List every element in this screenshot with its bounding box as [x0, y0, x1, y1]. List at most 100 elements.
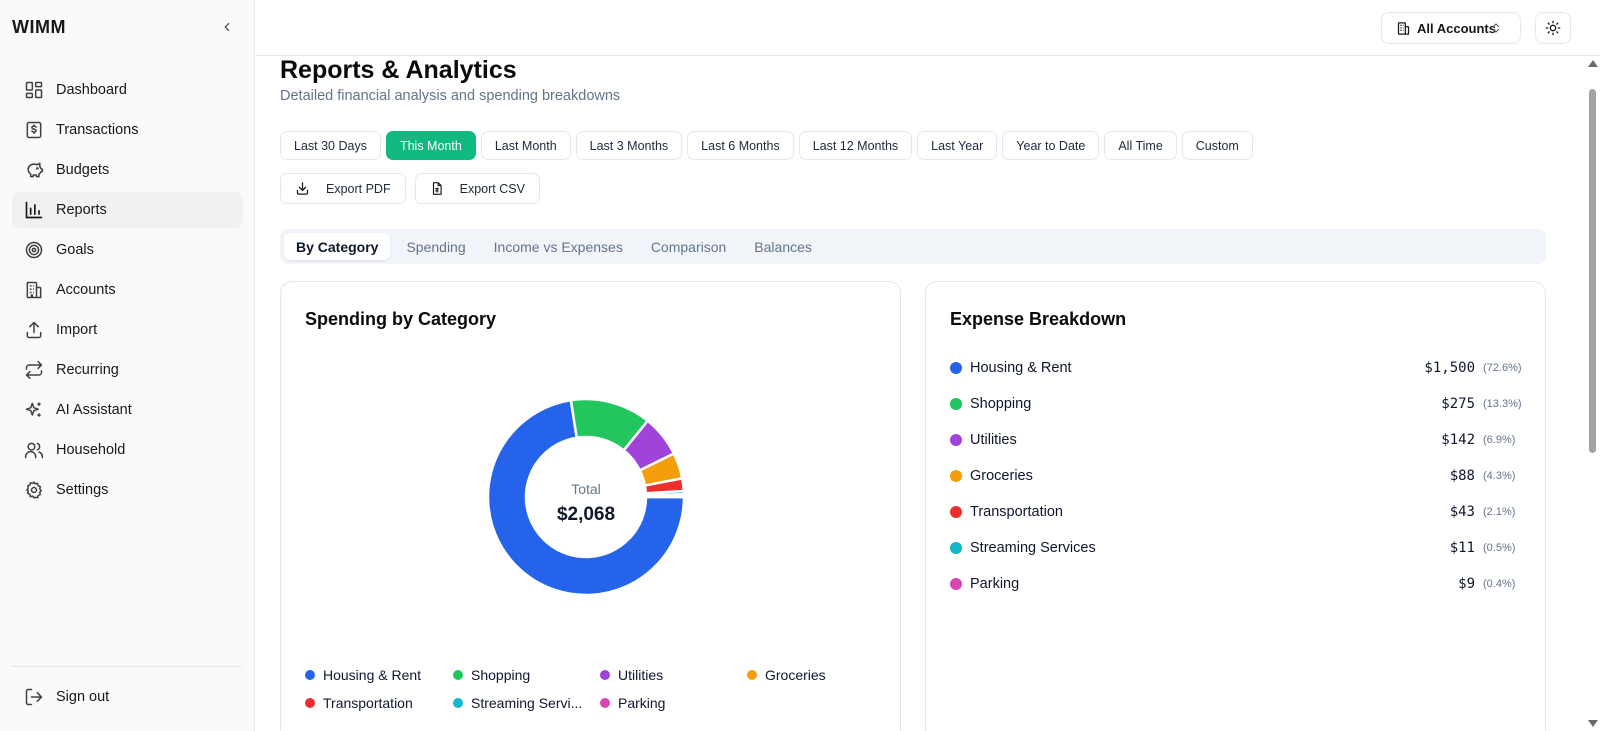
sign-out-label: Sign out — [56, 689, 110, 705]
legend-swatch — [305, 698, 315, 708]
range-last-12-months-button[interactable]: Last 12 Months — [798, 131, 913, 160]
sidebar-item-transactions[interactable]: Transactions — [12, 112, 243, 148]
chart-legend: Housing & Rent Shopping Utilities Groceries… — [305, 667, 885, 711]
donut-total-value: $2,068 — [557, 504, 615, 525]
range-last-year-button[interactable]: Last Year — [917, 131, 998, 160]
legend-label: Streaming Servi... — [471, 695, 583, 711]
scroll-up-arrow[interactable] — [1588, 60, 1598, 67]
chevron-left-icon — [224, 22, 230, 32]
sidebar-item-household[interactable]: Household — [12, 432, 243, 468]
sidebar-item-accounts[interactable]: Accounts — [12, 272, 243, 308]
range-last-3-months-button[interactable]: Last 3 Months — [575, 131, 683, 160]
category-name: Utilities — [970, 432, 1017, 448]
category-amount: $1,500 — [1424, 360, 1475, 376]
top-header — [256, 0, 1600, 56]
category-name: Housing & Rent — [970, 360, 1072, 376]
range-year-to-date-button[interactable]: Year to Date — [1002, 131, 1100, 160]
card-title: Spending by Category — [305, 309, 497, 329]
legend-swatch — [453, 698, 463, 708]
page-scrollbar[interactable] — [1585, 56, 1600, 731]
legend-swatch — [453, 670, 463, 680]
receipt-icon — [26, 121, 42, 139]
category-color-dot — [950, 506, 962, 518]
sidebar: WIMM Dashboard Transactions Budgets Repo… — [0, 0, 255, 731]
chevrons-up-down-icon — [1493, 23, 1499, 33]
account-selector-label: All Accounts — [1417, 20, 1496, 36]
tab-spending[interactable]: Spending — [406, 238, 466, 255]
export-pdf-button[interactable]: Export PDF — [280, 173, 406, 204]
sidebar-item-ai-assistant[interactable]: AI Assistant — [12, 392, 243, 428]
export-csv-button[interactable]: Export CSV — [414, 173, 540, 204]
legend-item-streaming-services: Streaming Servi... — [453, 695, 600, 711]
tab-income-vs-expenses[interactable]: Income vs Expenses — [493, 238, 623, 255]
donut-total-label: Total — [571, 481, 601, 497]
sidebar-item-label: Accounts — [56, 282, 116, 298]
log-out-icon — [25, 688, 43, 706]
tab-balances[interactable]: Balances — [754, 238, 812, 255]
sidebar-item-label: Dashboard — [56, 82, 127, 98]
sidebar-item-budgets[interactable]: Budgets — [12, 152, 243, 188]
theme-toggle-button[interactable] — [1535, 12, 1571, 44]
legend-label: Housing & Rent — [323, 667, 422, 683]
category-amount: $142 — [1441, 432, 1475, 448]
legend-swatch — [600, 698, 610, 708]
account-selector[interactable]: All Accounts — [1381, 12, 1521, 44]
category-name: Parking — [970, 576, 1020, 592]
range-all-time-button[interactable]: All Time — [1104, 131, 1177, 160]
range-this-month-button[interactable]: This Month — [385, 131, 476, 160]
legend-swatch — [305, 670, 315, 680]
range-last-30-days-button[interactable]: Last 30 Days — [280, 131, 381, 160]
download-icon — [296, 182, 309, 195]
sidebar-item-recurring[interactable]: Recurring — [12, 352, 243, 388]
upload-icon — [26, 321, 42, 339]
report-tabs: By Category Spending Income vs Expenses Com… — [280, 229, 1546, 264]
sidebar-item-import[interactable]: Import — [12, 312, 243, 348]
sidebar-item-label: Budgets — [56, 162, 110, 178]
scroll-thumb[interactable] — [1589, 89, 1596, 453]
category-color-dot — [950, 398, 962, 410]
legend-item-parking: Parking — [600, 695, 747, 711]
sidebar-item-settings[interactable]: Settings — [12, 472, 243, 508]
tab-by-category[interactable]: By Category — [284, 233, 391, 260]
breakdown-row-parking: Parking $9 (0.4%) — [950, 566, 1523, 602]
collapse-sidebar-button[interactable] — [218, 18, 236, 36]
export-pdf-label: Export PDF — [326, 181, 391, 196]
sign-out-button[interactable]: Sign out — [12, 679, 243, 715]
category-amount: $9 — [1458, 576, 1475, 592]
export-actions: Export PDF Export CSV — [280, 173, 540, 204]
donut-slice-housing-and-rent[interactable] — [486, 398, 686, 597]
sidebar-item-label: Settings — [56, 482, 109, 498]
sun-icon — [1545, 20, 1561, 36]
sidebar-item-dashboard[interactable]: Dashboard — [12, 72, 243, 108]
donut-slice-parking[interactable] — [644, 493, 686, 499]
expense-breakdown-list: Housing & Rent $1,500 (72.6%) Shopping $275 (… — [950, 350, 1523, 602]
range-last-month-button[interactable]: Last Month — [480, 131, 571, 160]
spending-donut-chart: Total $2,068 — [486, 397, 686, 597]
legend-label: Groceries — [765, 667, 826, 683]
sidebar-item-label: Import — [56, 322, 98, 338]
users-icon — [24, 442, 44, 459]
breakdown-row-streaming-services: Streaming Services $11 (0.5%) — [950, 530, 1523, 566]
legend-item-shopping: Shopping — [453, 667, 600, 683]
tab-comparison[interactable]: Comparison — [650, 238, 727, 255]
legend-label: Utilities — [618, 667, 664, 683]
range-custom-button[interactable]: Custom — [1181, 131, 1253, 160]
sidebar-item-reports[interactable]: Reports — [12, 192, 243, 228]
legend-item-transportation: Transportation — [305, 695, 453, 711]
page-title: Reports & Analytics — [280, 56, 517, 84]
breakdown-row-utilities: Utilities $142 (6.9%) — [950, 422, 1523, 458]
range-last-6-months-button[interactable]: Last 6 Months — [687, 131, 794, 160]
category-amount: $43 — [1449, 504, 1475, 520]
breakdown-row-transportation: Transportation $43 (2.1%) — [950, 494, 1523, 530]
category-name: Streaming Services — [970, 540, 1096, 556]
legend-item-housing-and-rent: Housing & Rent — [305, 667, 453, 683]
category-amount: $275 — [1441, 396, 1475, 412]
breakdown-row-housing-and-rent: Housing & Rent $1,500 (72.6%) — [950, 350, 1523, 386]
sidebar-item-goals[interactable]: Goals — [12, 232, 243, 268]
sidebar-item-label: Reports — [56, 202, 107, 218]
card-title: Expense Breakdown — [950, 309, 1127, 329]
category-percent: (2.1%) — [1483, 506, 1516, 518]
category-percent: (13.3%) — [1483, 398, 1522, 410]
scroll-down-arrow[interactable] — [1588, 720, 1598, 727]
sidebar-item-label: Recurring — [56, 362, 119, 378]
